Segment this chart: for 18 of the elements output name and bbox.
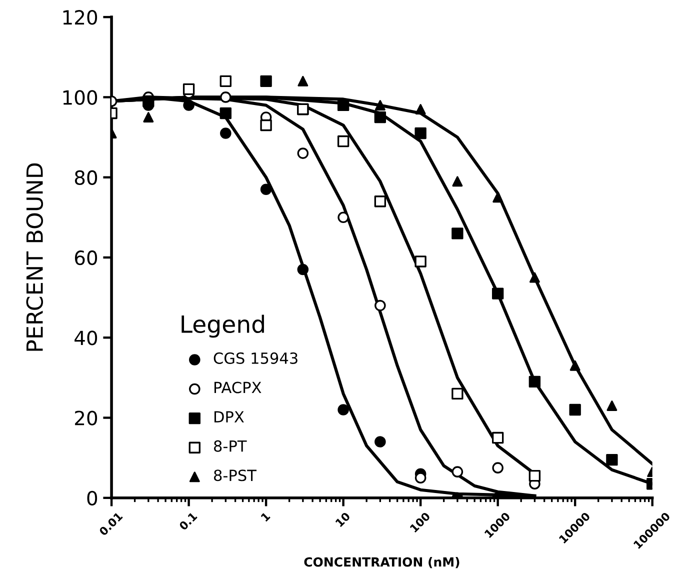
- legend-label: 8-PT: [214, 440, 247, 452]
- y-tick-label: 120: [63, 10, 98, 25]
- x-tick-label: 10: [335, 512, 351, 528]
- x-axis-title: CONCENTRATION (nM): [304, 557, 460, 568]
- legend-title: Legend: [182, 314, 264, 338]
- legend-label: 8-PST: [214, 470, 256, 482]
- y-tick-label: 0: [87, 490, 98, 506]
- y-tick-label: 20: [75, 410, 98, 426]
- y-tick-label: 80: [74, 170, 98, 185]
- legend-label: PACPX: [214, 382, 262, 394]
- x-tick-label: 0.1: [178, 512, 198, 531]
- legend-label: CGS 15943: [214, 352, 298, 364]
- y-tick-label: 40: [74, 330, 98, 346]
- y-axis-title: PERCENT BOUND: [26, 163, 44, 351]
- legend-label: DPX: [214, 411, 244, 422]
- x-tick-label: 1: [260, 512, 270, 522]
- y-tick-label: 100: [63, 90, 98, 105]
- y-tick-label: 60: [74, 250, 98, 266]
